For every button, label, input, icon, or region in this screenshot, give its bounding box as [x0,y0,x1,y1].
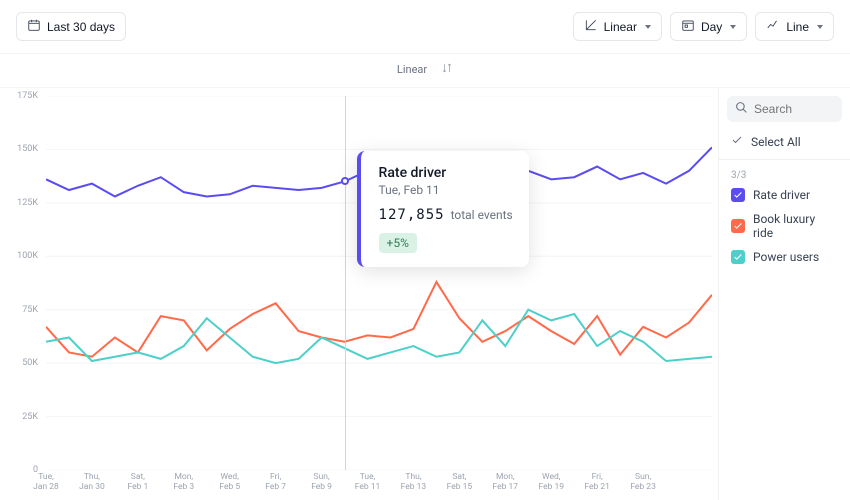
legend-item[interactable]: Power users [719,245,850,269]
toolbar-right-group: Linear Day Line [573,12,834,41]
granularity-button[interactable]: Day [670,12,747,41]
scale-mode-label: Linear [397,63,427,76]
sort-icon[interactable] [441,62,453,77]
divider [719,159,850,160]
y-tick-label: 175K [17,91,38,101]
series-swatch [731,250,745,264]
x-tick-label: Wed,Feb 19 [526,472,576,492]
cursor-dot [341,177,349,185]
y-tick-label: 25K [22,412,38,422]
select-all-button[interactable]: Select All [719,128,850,155]
cursor-line [345,96,346,470]
series-swatch [731,188,745,202]
legend-label: Book luxury ride [753,212,838,240]
chevron-down-icon [730,25,736,29]
x-tick-label: Thu,Feb 13 [388,472,438,492]
chevron-down-icon [817,25,823,29]
scale-label: Linear [604,20,637,34]
chart-subheader: Linear [0,54,850,88]
x-tick-label: Tue,Jan 28 [21,472,71,492]
date-range-label: Last 30 days [47,20,115,34]
x-tick-label: Fri,Feb 21 [572,472,622,492]
x-tick-label: Thu,Jan 30 [67,472,117,492]
tooltip-unit: total events [451,208,513,222]
chart-type-label: Line [786,20,809,34]
line-chart-icon [766,18,780,35]
legend-label: Power users [753,250,819,264]
tooltip-value: 127,855 [379,207,445,223]
select-all-label: Select All [751,135,801,149]
x-tick-label: Fri,Feb 7 [251,472,301,492]
linear-scale-icon [584,18,598,35]
scale-button[interactable]: Linear [573,12,662,41]
x-tick-label: Mon,Feb 3 [159,472,209,492]
plot-area: Rate driver Tue, Feb 11 127,855 total ev… [46,96,712,470]
app-container: Last 30 days Linear Day Li [0,0,850,500]
chart-type-button[interactable]: Line [755,12,834,41]
x-tick-label: Wed,Feb 5 [205,472,255,492]
chevron-down-icon [645,25,651,29]
y-tick-label: 125K [17,198,38,208]
date-range-button[interactable]: Last 30 days [16,12,126,41]
x-axis-labels: Tue,Jan 28Thu,Jan 30Sat,Feb 1Mon,Feb 3We… [46,472,712,498]
legend-item[interactable]: Rate driver [719,183,850,207]
x-tick-label: Mon,Feb 17 [480,472,530,492]
chart-zone[interactable]: 025K50K75K100K125K150K175K Rate driver T… [0,88,718,500]
check-icon [731,134,743,149]
legend-label: Rate driver [753,188,810,202]
toolbar: Last 30 days Linear Day Li [0,0,850,54]
sidebar: Select All 3/3 Rate driver Book luxury ri… [718,88,850,500]
x-tick-label: Sun,Feb 23 [618,472,668,492]
y-tick-label: 100K [17,251,38,261]
legend-item[interactable]: Book luxury ride [719,207,850,245]
calendar-icon [27,18,41,35]
chart-tooltip: Rate driver Tue, Feb 11 127,855 total ev… [357,151,529,267]
y-tick-label: 50K [22,358,38,368]
search-icon [735,101,748,117]
legend-list: Rate driver Book luxury ride Power users [719,183,850,269]
calendar-day-icon [681,18,695,35]
tooltip-delta-badge: +5% [379,233,417,253]
series-swatch [731,219,745,233]
y-tick-label: 75K [22,305,38,315]
x-tick-label: Sat,Feb 1 [113,472,163,492]
x-tick-label: Sun,Feb 9 [297,472,347,492]
search-box[interactable] [727,96,842,122]
tooltip-title: Rate driver [379,165,513,181]
tooltip-date: Tue, Feb 11 [379,183,513,197]
search-input[interactable] [754,102,834,116]
y-axis-ticks: 025K50K75K100K125K150K175K [0,96,44,470]
series-count: 3/3 [719,164,850,183]
body: 025K50K75K100K125K150K175K Rate driver T… [0,88,850,500]
x-tick-label: Sat,Feb 15 [434,472,484,492]
granularity-label: Day [701,20,722,34]
x-tick-label: Tue,Feb 11 [343,472,393,492]
y-tick-label: 150K [17,144,38,154]
